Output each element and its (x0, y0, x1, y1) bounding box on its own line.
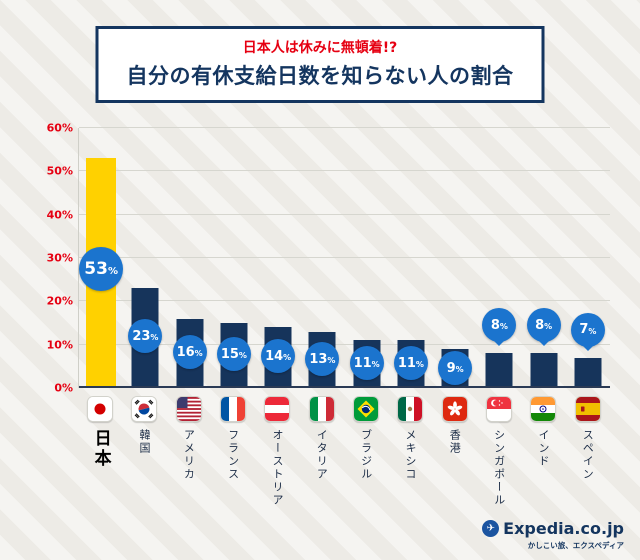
axis-category: フランス (211, 396, 255, 507)
gridline (79, 257, 610, 258)
y-axis-label: 50% (46, 164, 73, 178)
hongkong-flag-icon (441, 396, 468, 422)
expedia-brand: ✈ Expedia.co.jp かしこい旅、エクスペディア (482, 519, 624, 551)
country-label: イタリア (315, 429, 329, 481)
y-axis-label: 20% (46, 294, 73, 308)
chart-subtitle: 日本人は休みに無頓着!? (242, 40, 398, 56)
axis-category: インド (521, 396, 565, 507)
korea-flag-icon (131, 396, 158, 422)
value-badge: 13% (305, 342, 340, 376)
airplane-logo-icon: ✈ (482, 520, 500, 537)
bar-columns: 53% 23% 16% 15% 14% 13% 11% 11% 9% 8% 8% 7% (79, 128, 610, 388)
brand-tagline: かしこい旅、エクスペディア (527, 541, 624, 550)
singapore-flag-icon (486, 396, 513, 422)
y-axis-label: 0% (54, 381, 73, 395)
axis-category: メキシコ (388, 396, 432, 507)
value-badge: 11% (393, 346, 428, 380)
bar-column: 8% (522, 128, 566, 388)
x-axis-categories: 日本 韓国 アメリカ フランス オーストリア イタリア ブラジル メキシコ 香港 シンガポール イン… (78, 396, 610, 507)
bar-india (530, 353, 558, 388)
y-axis-label: 30% (46, 251, 73, 265)
country-label: 日本 (90, 429, 111, 469)
country-label: スペイン (581, 429, 595, 481)
country-label: オーストリア (270, 429, 284, 507)
bar-spain (574, 357, 602, 388)
bar-column: 23% (123, 128, 167, 388)
x-axis-baseline (79, 386, 610, 388)
value-badge: 14% (261, 339, 296, 373)
brazil-flag-icon (353, 396, 380, 422)
axis-category: アメリカ (167, 396, 211, 507)
y-axis-label: 40% (46, 208, 73, 222)
value-badge: 16% (172, 335, 207, 369)
value-badge: 9% (438, 351, 473, 385)
chart-title: 自分の有休支給日数を知らない人の割合 (126, 64, 514, 88)
y-axis-label: 10% (46, 338, 73, 352)
axis-category: シンガポール (477, 396, 521, 507)
value-badge: 11% (349, 346, 384, 380)
y-axis-label: 60% (46, 121, 73, 135)
country-label: 香港 (448, 429, 462, 455)
axis-category: イタリア (300, 396, 344, 507)
bar-column: 14% (256, 128, 300, 388)
gridline (79, 300, 610, 302)
value-badge: 53% (79, 247, 124, 291)
italy-flag-icon (308, 396, 335, 422)
bar-column: 9% (433, 128, 477, 388)
axis-category: オーストリア (255, 396, 299, 507)
bar-column: 16% (168, 128, 212, 388)
country-label: シンガポール (492, 429, 506, 507)
country-label: インド (536, 429, 550, 468)
japan-flag-icon (87, 396, 114, 422)
usa-flag-icon (175, 396, 202, 422)
bar-singapore (485, 353, 513, 388)
country-label: 韓国 (137, 429, 151, 455)
country-label: メキシコ (403, 429, 417, 481)
axis-category: 香港 (433, 396, 477, 507)
mexico-flag-icon (397, 396, 424, 422)
axis-category: ブラジル (344, 396, 388, 507)
bar-chart-plot: 53% 23% 16% 15% 14% 13% 11% 11% 9% 8% 8% 7% 0% 10% 20… (47, 123, 610, 394)
gridline (79, 343, 610, 345)
country-label: ブラジル (359, 429, 373, 481)
brand-name: Expedia.co.jp (503, 519, 624, 538)
austria-flag-icon (264, 396, 291, 422)
axis-category: 韓国 (122, 396, 166, 507)
france-flag-icon (220, 396, 247, 422)
india-flag-icon (530, 396, 557, 422)
bar-column: 11% (345, 128, 389, 388)
title-box: 日本人は休みに無頓着!? 自分の有休支給日数を知らない人の割合 (95, 26, 545, 103)
bar-column: 13% (300, 128, 344, 388)
bar-column: 8% (477, 128, 521, 388)
bar-column: 11% (389, 128, 433, 388)
gridline (79, 127, 610, 128)
bar-column: 53% (79, 128, 124, 388)
axis-category: 日本 (78, 396, 122, 507)
value-badge: 7% (570, 312, 605, 347)
spain-flag-icon (574, 396, 601, 422)
value-badge: 23% (128, 319, 163, 353)
bar-column: 15% (212, 128, 256, 388)
axis-category: スペイン (566, 396, 610, 507)
country-label: フランス (226, 429, 240, 481)
bar-column: 7% (566, 128, 610, 388)
value-badge: 8% (526, 308, 561, 343)
gridline (79, 170, 610, 172)
country-label: アメリカ (182, 429, 196, 481)
value-badge: 15% (216, 337, 251, 371)
gridline (79, 213, 610, 215)
value-badge: 8% (482, 308, 517, 343)
